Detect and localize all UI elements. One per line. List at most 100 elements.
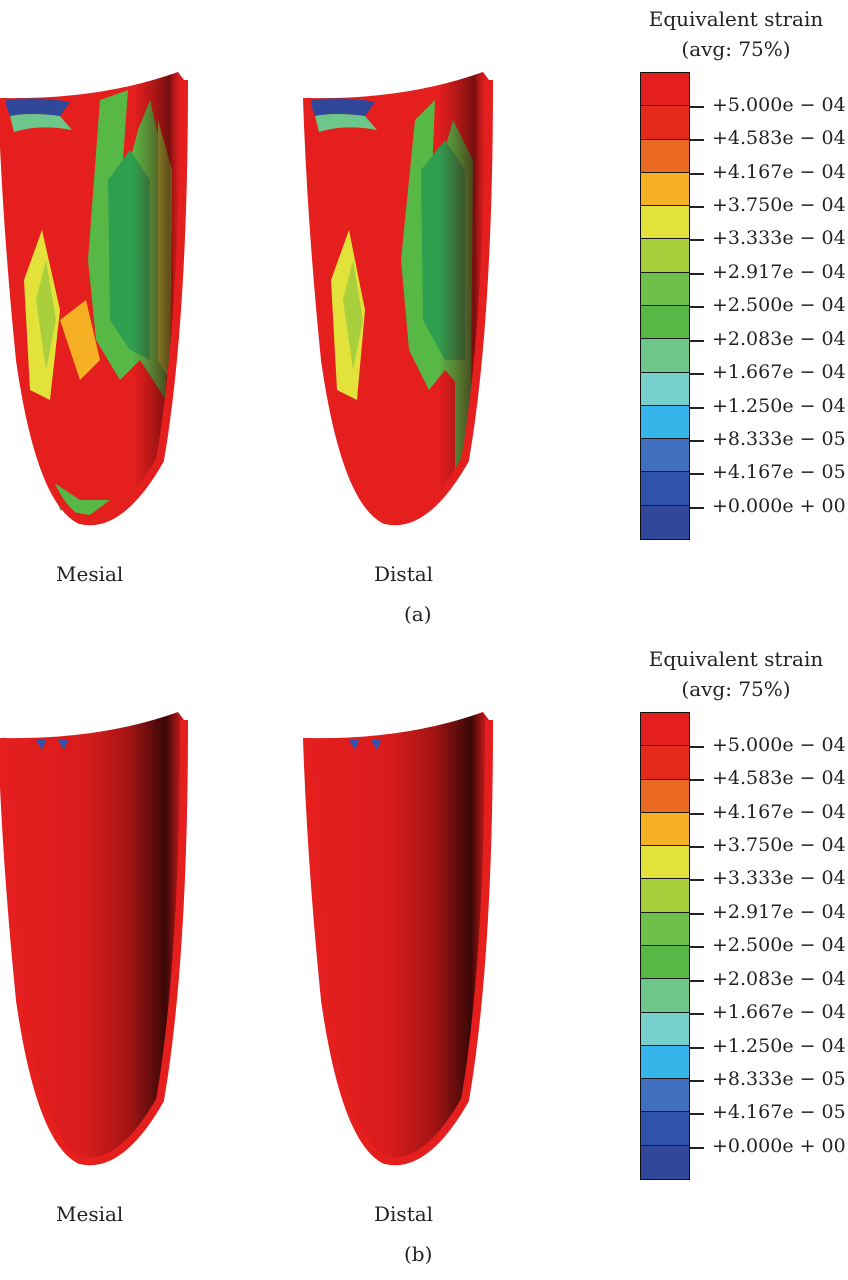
legend-color-cell — [641, 1079, 689, 1114]
panel-a: Mesial Distal (a) Equivalent strain (avg… — [0, 4, 848, 626]
tooth-model-mesial-a — [0, 60, 200, 526]
legend-tick-label: +2.083e − 04 — [712, 967, 846, 990]
legend-tick-mark — [690, 206, 704, 208]
legend-color-cell — [641, 505, 689, 539]
legend-tick-mark — [690, 779, 704, 782]
legend-tick-mark — [690, 272, 704, 275]
legend-color-cell — [641, 172, 689, 208]
legend-color-bar — [640, 712, 690, 1180]
legend-tick-label: +4.167e − 05 — [712, 461, 846, 484]
legend-tick-label: +5.000e − 04 — [712, 733, 846, 756]
legend-tick-mark — [690, 1013, 704, 1016]
legend-tick-mark — [690, 105, 704, 108]
panel-label: (b) — [404, 1242, 433, 1266]
legend-color-cell — [641, 272, 689, 308]
legend-color-cell — [641, 339, 689, 374]
legend-title-line2: (avg: 75%) — [681, 677, 791, 701]
legend-tick-mark — [690, 1146, 704, 1149]
legend-color-cell — [641, 372, 689, 408]
legend-tick-labels: +5.000e − 04 +4.583e − 04 +4.167e − 04 +3.7… — [690, 712, 848, 1180]
legend-tick-mark — [690, 339, 704, 342]
legend-color-cell — [641, 1145, 689, 1179]
view-label-mesial: Mesial — [56, 1202, 124, 1226]
legend-tick-label: +1.667e − 04 — [712, 361, 846, 384]
view-label-distal: Distal — [374, 1202, 434, 1226]
legend-color-cell — [641, 746, 689, 781]
legend-color-cell — [641, 812, 689, 848]
strain-contour-mesial-b — [0, 712, 188, 1166]
legend-tick-label: +5.000e − 04 — [712, 93, 846, 116]
legend-title-line1: Equivalent strain — [648, 647, 824, 671]
legend-color-cell — [641, 106, 689, 141]
legend-tick-mark — [690, 912, 704, 915]
legend-tick-mark — [690, 506, 704, 509]
panel-b: Mesial Distal (b) Equivalent strain (avg… — [0, 640, 848, 1280]
legend-color-cell — [641, 73, 689, 108]
legend-color-cell — [641, 472, 689, 507]
legend-title-line2: (avg: 75%) — [681, 37, 791, 61]
legend-color-cell — [641, 405, 689, 441]
legend-tick-mark — [690, 306, 704, 309]
legend-title: Equivalent strain (avg: 75%) — [636, 644, 836, 704]
legend-tick-label: +1.250e − 04 — [712, 394, 846, 417]
legend-tick-mark — [690, 406, 704, 409]
legend-color-cell — [641, 912, 689, 948]
legend-tick-mark — [690, 139, 704, 142]
legend-tick-mark — [690, 879, 704, 882]
legend-tick-label: +2.083e − 04 — [712, 327, 846, 350]
legend-color-bar — [640, 72, 690, 540]
legend-title-line1: Equivalent strain — [648, 7, 824, 31]
legend-tick-mark — [690, 172, 704, 175]
legend-tick-mark — [690, 440, 704, 442]
legend-color-cell — [641, 879, 689, 914]
legend-tick-label: +2.500e − 04 — [712, 294, 846, 317]
legend-tick-label: +3.333e − 04 — [712, 227, 846, 250]
legend-tick-label: +0.000e + 00 — [712, 1134, 846, 1157]
legend-tick-mark — [690, 1046, 704, 1049]
tooth-model-distal-a — [303, 60, 505, 526]
legend-tick-mark — [690, 812, 704, 815]
legend-title: Equivalent strain (avg: 75%) — [636, 4, 836, 64]
strain-contour-distal-a — [303, 72, 493, 526]
legend-color-cell — [641, 979, 689, 1014]
legend-tick-label: +2.500e − 04 — [712, 934, 846, 957]
legend-tick-label: +3.750e − 04 — [712, 194, 846, 216]
legend-color-cell — [641, 439, 689, 474]
legend-color-cell — [641, 305, 689, 341]
legend-tick-label: +1.667e − 04 — [712, 1001, 846, 1024]
view-label-distal: Distal — [374, 562, 434, 586]
view-label-mesial: Mesial — [56, 562, 124, 586]
legend-tick-label: +1.250e − 04 — [712, 1034, 846, 1057]
legend-color-cell — [641, 239, 689, 274]
legend-tick-mark — [690, 946, 704, 949]
legend-tick-label: +0.000e + 00 — [712, 494, 846, 517]
legend-color-cell — [641, 713, 689, 748]
legend-color-cell — [641, 846, 689, 881]
legend-tick-mark — [690, 373, 704, 376]
legend-color-cell — [641, 1012, 689, 1048]
legend-color-cell — [641, 1045, 689, 1081]
tooth-model-mesial-b — [0, 700, 200, 1166]
legend-tick-label: +4.167e − 05 — [712, 1101, 846, 1124]
legend-tick-label: +3.333e − 04 — [712, 867, 846, 890]
legend-tick-label: +3.750e − 04 — [712, 834, 846, 856]
legend-tick-label: +4.167e − 04 — [712, 160, 846, 183]
legend-tick-label: +8.333e − 05 — [712, 1068, 846, 1090]
legend-tick-mark — [690, 239, 704, 242]
legend-tick-mark — [690, 1080, 704, 1082]
strain-contour-distal-b — [303, 712, 493, 1166]
legend-tick-label: +4.583e − 04 — [712, 127, 846, 150]
tooth-model-distal-b — [303, 700, 505, 1166]
legend-tick-mark — [690, 979, 704, 982]
legend-tick-label: +2.917e − 04 — [712, 260, 846, 283]
panel-label: (a) — [404, 602, 432, 626]
legend-tick-mark — [690, 745, 704, 748]
legend-color-cell — [641, 206, 689, 241]
legend-color-cell — [641, 945, 689, 981]
legend-tick-label: +4.167e − 04 — [712, 800, 846, 823]
legend-tick-label: +2.917e − 04 — [712, 900, 846, 923]
strain-contour-mesial-a — [0, 72, 188, 526]
legend-tick-labels: +5.000e − 04 +4.583e − 04 +4.167e − 04 +3.7… — [690, 72, 848, 540]
legend-color-cell — [641, 1112, 689, 1147]
legend-color-cell — [641, 139, 689, 175]
